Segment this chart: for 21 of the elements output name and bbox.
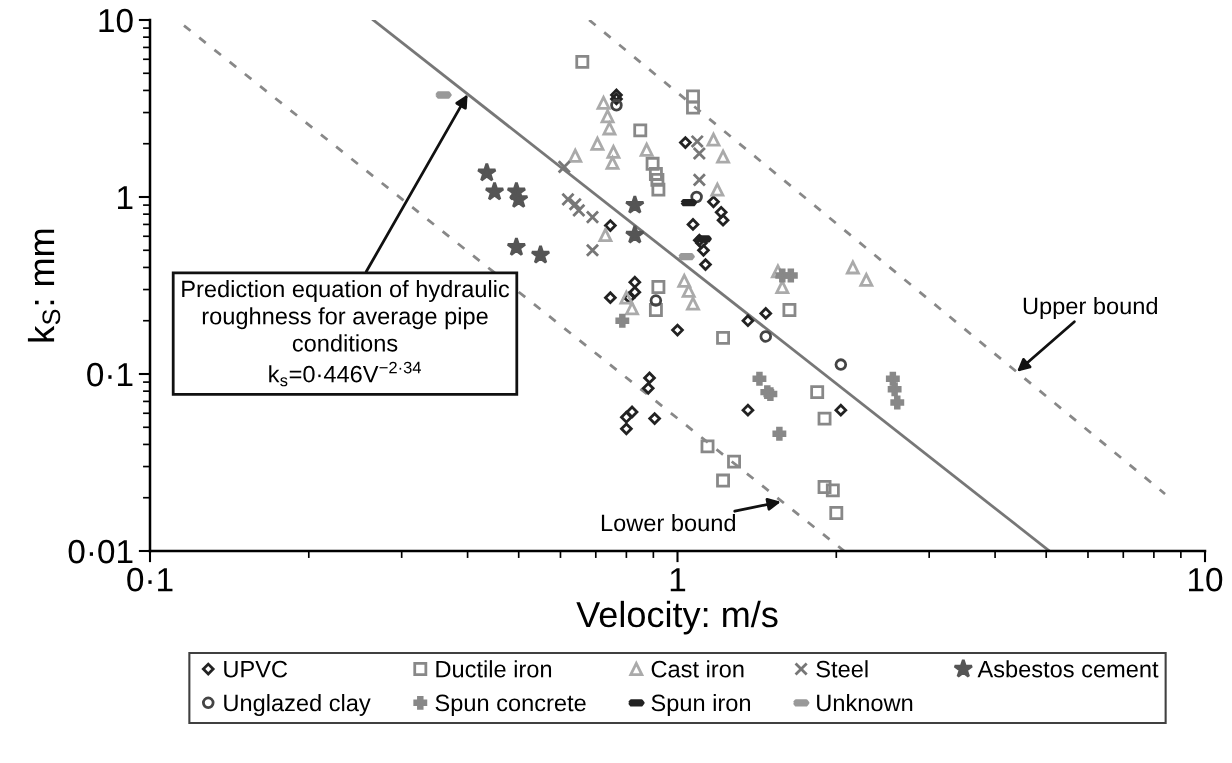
x-tick-label: 0·1: [127, 567, 173, 592]
legend-label: Ductile iron: [436, 660, 552, 678]
y-tick-label: 0·01: [68, 539, 133, 564]
y-tick-label: 0·1: [87, 362, 133, 387]
legend-label: Cast iron: [651, 660, 744, 678]
x-tick-label: 1: [670, 568, 686, 592]
y-tick-label: 1: [118, 186, 133, 210]
legend-label: Unglazed clay: [224, 693, 371, 716]
y-tick-label: 10: [99, 8, 133, 33]
y-axis-title: k$_{S}$: mm: [27, 229, 61, 342]
legend-label: Spun iron: [651, 693, 751, 716]
annotation: Upper bound: [1023, 297, 1157, 320]
annotation: Lower bound: [601, 513, 735, 532]
legend-label: UPVC: [224, 660, 288, 678]
legend-label: Spun concrete: [435, 694, 586, 716]
legend-label: Unknown: [817, 693, 913, 712]
x-axis-title: Velocity: m/s: [576, 600, 778, 635]
x-tick-label: 10: [1189, 567, 1223, 592]
annotation: Prediction equation of hydraulic roughness for average pipe conditions k$_{s}$=0·446V$^{−2·34}$: [182, 280, 510, 387]
legend-label: Asbestos cement: [977, 660, 1159, 678]
legend-label: Steel: [816, 660, 868, 678]
